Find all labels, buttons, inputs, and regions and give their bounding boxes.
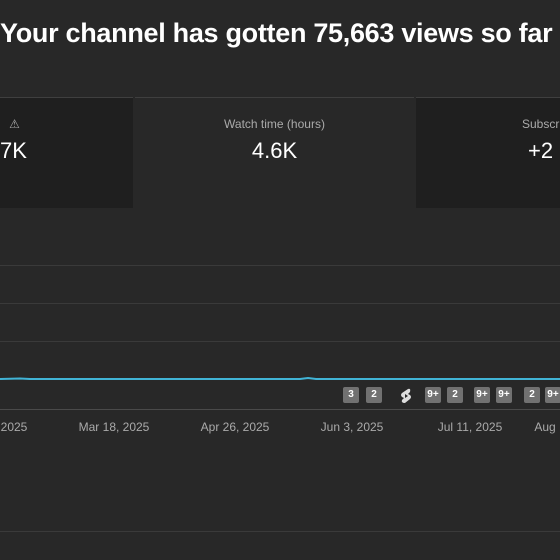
annotation-badge[interactable]: 3 (343, 387, 359, 403)
metric-card[interactable]: Watch time (hours) 4.6K (135, 97, 414, 208)
annotation-badge[interactable]: 9+ (425, 387, 441, 403)
page-title: Your channel has gotten 75,663 views so … (0, 18, 553, 48)
metric-card[interactable]: Subscr +2 (416, 97, 560, 208)
annotation-badge[interactable]: 9+ (474, 387, 490, 403)
x-tick-label: Aug (534, 420, 556, 434)
annotation-badge[interactable]: 2 (366, 387, 382, 403)
card-label: Watch time (hours) (224, 117, 325, 131)
axis-line (0, 409, 560, 410)
card-value: +2 (528, 138, 554, 163)
x-tick-label: Apr 26, 2025 (200, 420, 270, 434)
trend-line (0, 376, 560, 380)
annotation-badge[interactable]: 2 (447, 387, 463, 403)
x-tick-label: Jul 11, 2025 (437, 420, 503, 434)
x-tick-label: 2025 (0, 420, 28, 434)
grid-line (0, 265, 560, 266)
card-label: Subscr (522, 117, 560, 131)
grid-line (0, 341, 560, 342)
annotation-badge[interactable]: 9+ (545, 387, 560, 403)
annotation-badge[interactable]: 9+ (496, 387, 512, 403)
metric-card[interactable]: ⚠ 7K (0, 97, 133, 208)
divider (0, 531, 560, 532)
x-tick-label: Mar 18, 2025 (78, 420, 150, 434)
card-value: 4.6K (251, 138, 298, 163)
card-value: 7K (0, 138, 27, 163)
annotation-badge[interactable]: 2 (524, 387, 540, 403)
grid-line (0, 303, 560, 304)
shorts-icon[interactable] (398, 387, 414, 405)
x-tick-label: Jun 3, 2025 (320, 420, 384, 434)
card-icon: ⚠ (9, 117, 20, 131)
